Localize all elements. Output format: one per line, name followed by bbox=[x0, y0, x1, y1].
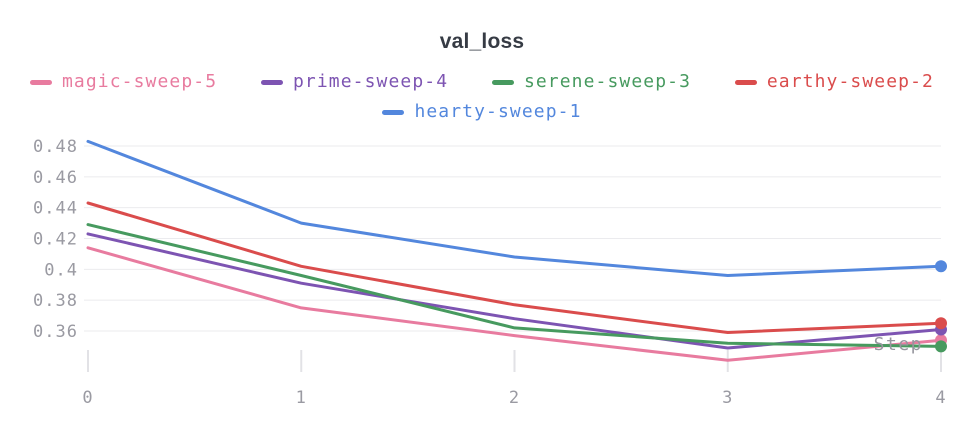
legend-label: serene-sweep-3 bbox=[523, 71, 692, 92]
x-axis-tick-label: 4 bbox=[935, 388, 946, 408]
y-axis-tick-label: 0.38 bbox=[33, 291, 78, 311]
series-line-serene-sweep-3[interactable] bbox=[86, 223, 943, 348]
legend-swatch-icon bbox=[30, 79, 52, 85]
legend-swatch-icon bbox=[260, 79, 283, 85]
legend-label: hearty-sweep-1 bbox=[414, 101, 582, 122]
series-line-earthy-sweep-2[interactable] bbox=[86, 201, 943, 334]
legend-row-1: magic-sweep-5 prime-sweep-4 serene-sweep-3… bbox=[30, 71, 934, 93]
series-endpoint-hearty-sweep-1[interactable] bbox=[935, 260, 947, 273]
legend-label: prime-sweep-4 bbox=[292, 71, 449, 92]
legend-label: earthy-sweep-2 bbox=[766, 71, 934, 92]
y-axis-tick-label: 0.46 bbox=[33, 168, 78, 188]
series-line-hearty-sweep-1[interactable] bbox=[86, 139, 943, 277]
legend-item-prime-sweep-4[interactable]: prime-sweep-4 bbox=[260, 71, 449, 93]
legend-item-serene-sweep-3[interactable]: serene-sweep-3 bbox=[491, 71, 692, 93]
x-axis-tick-label: 1 bbox=[296, 388, 307, 408]
y-axis-tick-label: 0.44 bbox=[33, 199, 78, 219]
y-axis-tick-label: 0.36 bbox=[33, 322, 78, 342]
y-axis-tick-label: 0.4 bbox=[44, 260, 78, 280]
legend-swatch-icon bbox=[734, 79, 757, 85]
y-axis-tick-label: 0.42 bbox=[33, 229, 78, 249]
legend-label: magic-sweep-5 bbox=[62, 71, 218, 92]
x-axis-tick-label: 3 bbox=[722, 388, 733, 408]
series-endpoint-serene-sweep-3[interactable] bbox=[935, 340, 947, 353]
y-axis-tick-label: 0.48 bbox=[33, 137, 78, 157]
series-endpoint-earthy-sweep-2[interactable] bbox=[935, 317, 947, 330]
x-axis-tick-label: 2 bbox=[509, 388, 520, 408]
series-line-prime-sweep-4[interactable] bbox=[86, 232, 943, 350]
legend-swatch-icon bbox=[491, 79, 514, 85]
legend-row-2: hearty-sweep-1 bbox=[0, 101, 964, 123]
x-axis-title: Step bbox=[874, 334, 923, 355]
series-line-magic-sweep-5[interactable] bbox=[86, 246, 943, 362]
legend-swatch-icon bbox=[382, 109, 405, 115]
legend-item-magic-sweep-5[interactable]: magic-sweep-5 bbox=[30, 71, 217, 93]
legend-item-hearty-sweep-1[interactable]: hearty-sweep-1 bbox=[382, 101, 581, 123]
legend-item-earthy-sweep-2[interactable]: earthy-sweep-2 bbox=[734, 71, 934, 93]
chart-title: val_loss bbox=[439, 30, 525, 53]
x-axis-tick-label: 0 bbox=[82, 388, 93, 408]
